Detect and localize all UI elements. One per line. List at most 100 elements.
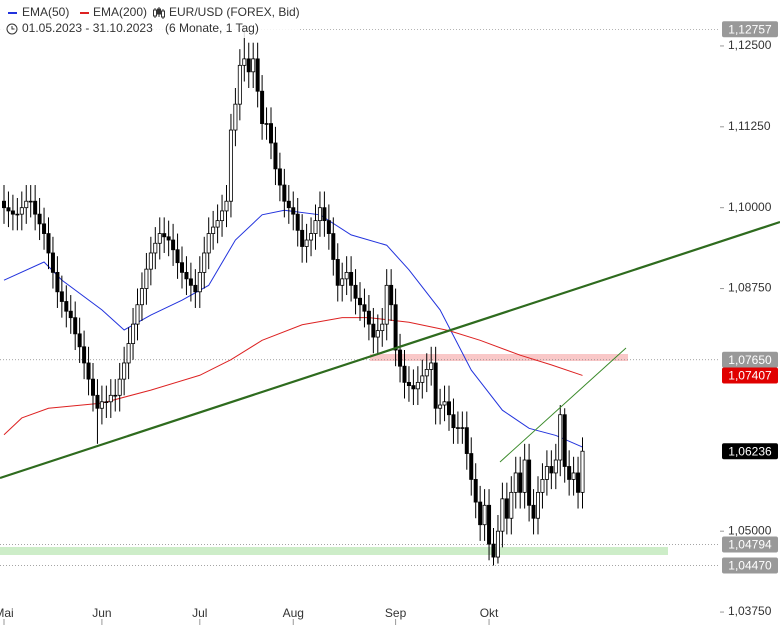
candle-body [455,427,460,429]
x-tick-label: Jul [192,606,207,620]
y-tick-label: 1,12500 [728,38,772,52]
candle-body [215,220,220,228]
candle-body [415,381,420,390]
legend-label: EMA(200) [93,5,147,19]
candle-body [10,210,15,215]
period: 01.05.2023 - 31.10.2023 [22,21,153,35]
ema-line [3,317,583,436]
candle-body [122,362,127,380]
level-box [722,367,778,384]
candle-body [544,466,549,480]
candle-body [59,291,64,302]
candle-body [469,453,474,480]
candle-body [442,401,447,406]
candle-body [433,362,438,409]
candle-body [6,207,11,212]
candle-body [95,394,100,409]
candle-body [202,252,207,273]
level-box [722,557,778,574]
candle-body [357,297,362,306]
candle-body [193,284,198,293]
candle-body [402,365,407,383]
candle-body [580,450,585,493]
candle-body [549,466,554,474]
candle-body [371,323,376,338]
candle-body [224,200,229,212]
candle-body [531,504,536,519]
candle-body [335,259,340,286]
x-tick-label: Sep [385,606,407,620]
candle-body [233,103,238,131]
candle-body [184,271,189,280]
candle-body [411,385,416,390]
candle-body [126,343,131,364]
candle-body [518,472,523,493]
candle-body [366,310,371,325]
y-tick-label: 1,10000 [728,200,772,214]
candle-body [175,249,180,264]
candle-body [50,252,55,273]
candle-body [380,323,385,332]
candle-body [171,239,176,251]
candle-body [304,239,309,247]
candle-body [295,213,300,231]
candle-body [113,394,118,397]
resistance-band [370,354,628,361]
candle-body [37,213,42,225]
candle-body [153,242,158,254]
x-tick-label: Aug [283,606,304,620]
candle-body [108,394,113,403]
header: EMA(50) EMA(200) EUR/USD (FOREX, Bid) 01… [0,0,300,38]
candle-body [393,304,398,351]
candle-body [264,123,269,125]
candle-body [460,427,465,429]
candle-body [567,466,572,480]
candle-body [527,459,532,506]
candle-body [197,271,202,293]
x-tick-label: Mai [0,606,14,620]
level-label: 1,07407 [728,369,772,383]
candle-body [464,427,469,454]
candle-body [340,278,345,286]
level-box [722,536,778,553]
candle-body [353,284,358,299]
candle-body [571,472,576,480]
candle-body [19,207,24,215]
subtitle: (6 Monate, 1 Tag) [165,21,259,35]
level-label: 1,04794 [728,538,772,552]
candle-body [326,220,331,234]
candle-body [99,401,104,409]
candle-body [260,90,265,124]
y-tick-label: 1,03750 [728,604,772,618]
candle-body [504,498,509,519]
candle-body [509,491,514,519]
candle-body [68,310,73,319]
candle-body [300,229,305,247]
candle-body [500,498,505,532]
candle-body [291,207,296,215]
candle-body [429,362,434,370]
candle-body [446,401,451,416]
candle-body [42,223,47,234]
candle-body [473,479,478,503]
candle-body [251,58,256,73]
candle-body [438,404,443,409]
candle-body [317,207,322,222]
candle-body [246,58,251,73]
candle-body [553,459,558,474]
candle-body [562,414,567,467]
candle-body [131,323,136,344]
candle-body [268,123,273,144]
level-label: 1,06236 [728,444,772,458]
candle-body [540,479,545,493]
candle-body [242,58,247,66]
candle-body [331,233,336,260]
candle-body [139,288,144,306]
candle-body [384,284,389,325]
header-bg [0,0,300,38]
trend-line-thin [499,347,627,463]
candle-body [424,369,429,377]
level-box [722,21,778,38]
candle-body [237,64,242,105]
